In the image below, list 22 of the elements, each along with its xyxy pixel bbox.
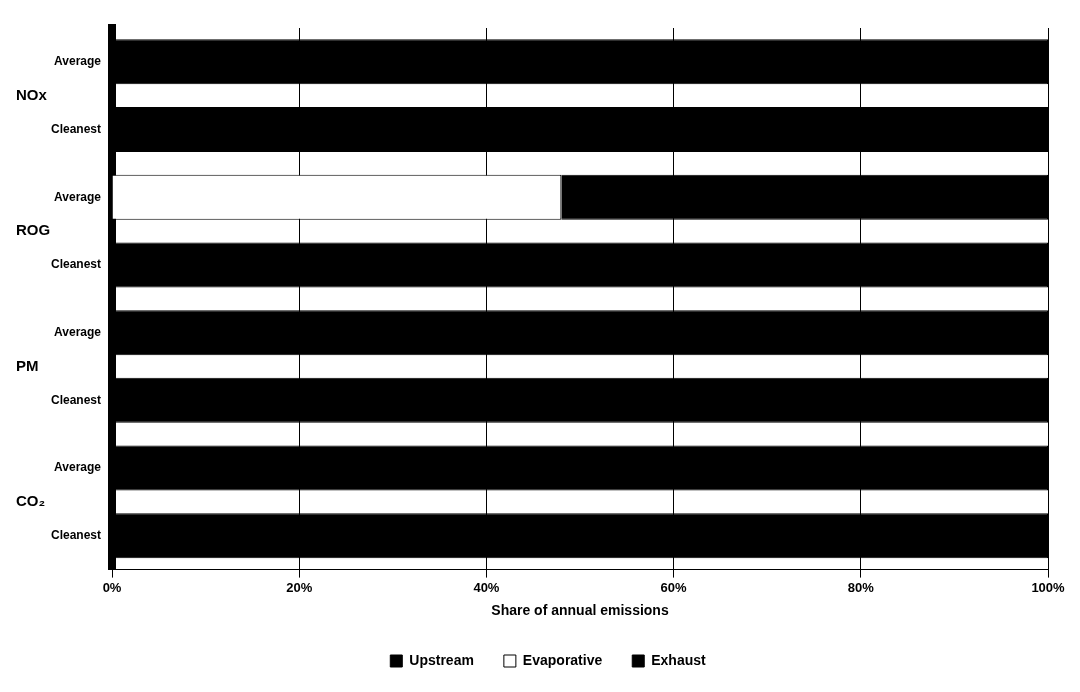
y-tick-label: Cleanest [50, 257, 102, 272]
text: CO₂ [16, 492, 46, 510]
y-tick-label: Cleanest [50, 121, 102, 136]
x-tick-label: 0% [102, 579, 122, 595]
y-tick-label: Average [54, 324, 102, 339]
y-tick-label: Average [54, 189, 102, 204]
x-tick-label: 20% [286, 579, 313, 595]
x-tick-label: 40% [473, 579, 500, 595]
text: ROG [16, 221, 51, 239]
text: PM [16, 356, 39, 374]
legend-label: Upstream [409, 651, 474, 668]
legend-label: Exhaust [651, 651, 707, 668]
y-tick-label: Average [54, 460, 102, 475]
y-tick-label: Cleanest [50, 392, 102, 407]
y-tick-label: Cleanest [50, 528, 102, 543]
y-tick-label: Average [54, 54, 102, 69]
legend-label: Evaporative [522, 651, 603, 668]
x-tick-label: 80% [847, 579, 875, 595]
x-tick-label: 60% [660, 579, 688, 595]
x-tick-label: 100% [1031, 579, 1066, 595]
text: NOx [16, 85, 48, 103]
x-axis-title: Share of annual emissions [491, 602, 669, 619]
